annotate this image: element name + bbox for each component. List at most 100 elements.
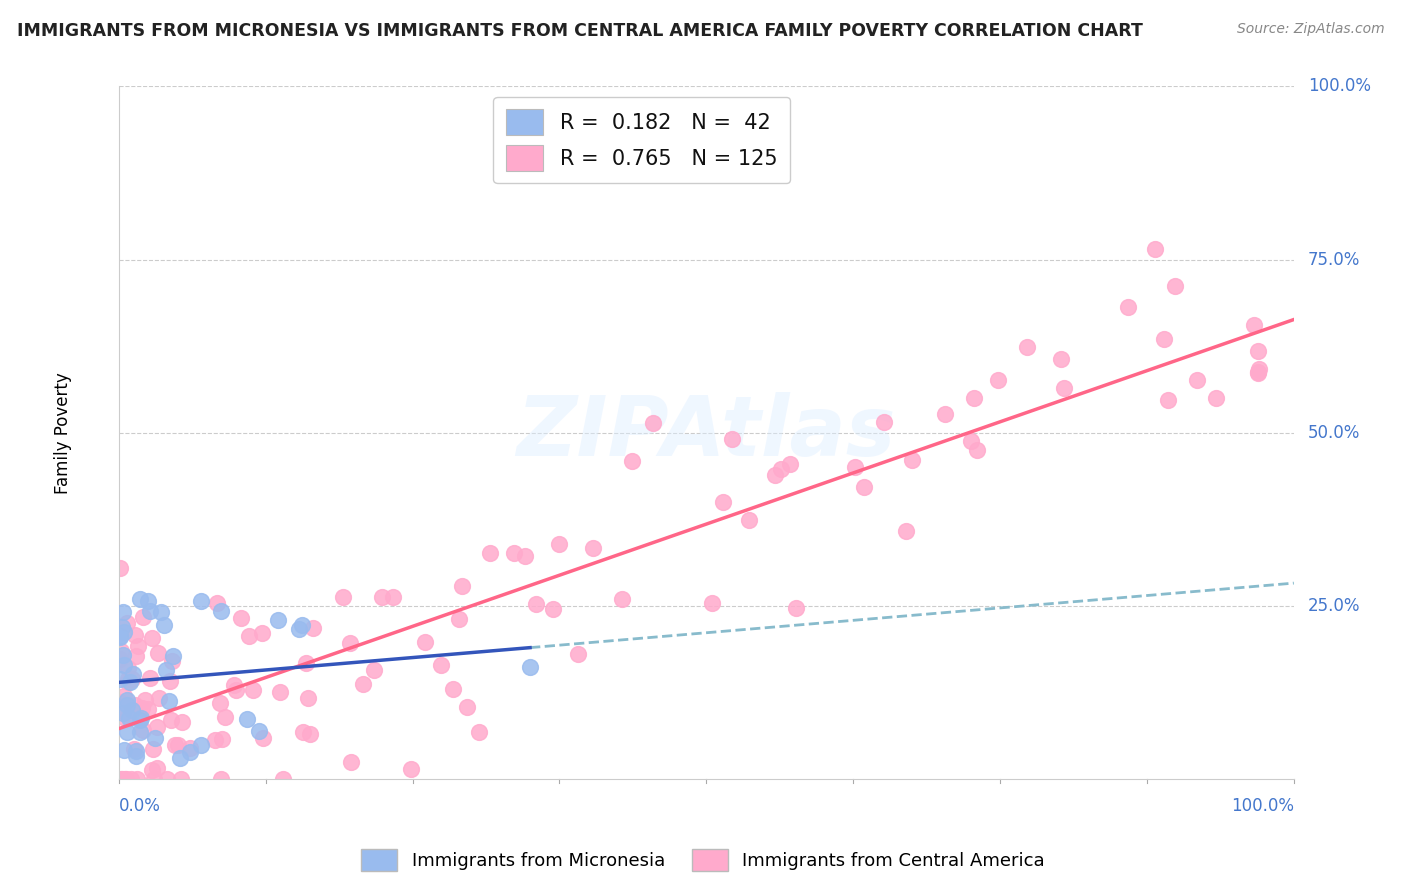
- Point: [1243, 318, 1265, 333]
- Point: [162, 649, 184, 664]
- Point: [115, 693, 138, 707]
- Point: [110, 651, 132, 665]
- Point: [299, 727, 322, 741]
- Point: [169, 751, 191, 765]
- Point: [1247, 364, 1270, 378]
- Point: [118, 675, 141, 690]
- Point: [148, 691, 170, 706]
- Point: [157, 693, 180, 707]
- Point: [447, 612, 470, 626]
- Point: [112, 624, 135, 639]
- Point: [332, 590, 354, 604]
- Point: [247, 724, 270, 739]
- Point: [266, 614, 288, 628]
- Point: [966, 442, 988, 457]
- Point: [844, 459, 866, 474]
- Point: [209, 604, 232, 618]
- Point: [122, 742, 145, 756]
- Point: [297, 691, 319, 706]
- Point: [430, 658, 453, 673]
- Point: [115, 698, 138, 713]
- Point: [155, 663, 177, 677]
- Point: [1116, 300, 1139, 314]
- Point: [138, 672, 160, 686]
- Point: [236, 712, 259, 726]
- Point: [401, 762, 423, 776]
- Point: [451, 580, 474, 594]
- Point: [269, 685, 291, 699]
- Text: 100.0%: 100.0%: [1230, 797, 1294, 814]
- Point: [1187, 373, 1209, 387]
- Point: [117, 661, 139, 675]
- Point: [118, 711, 141, 725]
- Point: [111, 710, 134, 724]
- Point: [1164, 278, 1187, 293]
- Point: [963, 391, 986, 405]
- Text: 75.0%: 75.0%: [1308, 251, 1361, 268]
- Point: [111, 772, 134, 786]
- Point: [112, 689, 135, 703]
- Point: [238, 629, 260, 643]
- Point: [129, 713, 152, 727]
- Point: [143, 731, 166, 746]
- Point: [209, 696, 232, 710]
- Point: [110, 644, 132, 658]
- Point: [363, 663, 385, 677]
- Legend: R =  0.182   N =  42, R =  0.765   N = 125: R = 0.182 N = 42, R = 0.765 N = 125: [494, 97, 790, 183]
- Point: [120, 772, 142, 786]
- Point: [114, 772, 136, 786]
- Point: [131, 610, 153, 624]
- Point: [159, 674, 181, 689]
- Point: [231, 611, 253, 625]
- Text: 100.0%: 100.0%: [1308, 78, 1371, 95]
- Point: [117, 673, 139, 687]
- Point: [127, 639, 149, 653]
- Point: [117, 725, 139, 739]
- Point: [222, 677, 245, 691]
- Point: [190, 593, 212, 607]
- Point: [295, 656, 318, 670]
- Point: [136, 702, 159, 716]
- Point: [302, 621, 325, 635]
- Point: [117, 675, 139, 690]
- Text: 0.0%: 0.0%: [118, 797, 160, 814]
- Point: [125, 772, 148, 786]
- Point: [211, 731, 233, 746]
- Point: [146, 720, 169, 734]
- Point: [352, 677, 374, 691]
- Point: [610, 592, 633, 607]
- Text: 50.0%: 50.0%: [1308, 424, 1361, 442]
- Point: [170, 772, 193, 786]
- Point: [112, 743, 135, 757]
- Point: [124, 698, 146, 712]
- Point: [207, 596, 229, 610]
- Point: [108, 630, 131, 644]
- Point: [108, 672, 131, 686]
- Point: [110, 772, 132, 786]
- Point: [513, 549, 536, 564]
- Point: [125, 744, 148, 758]
- Point: [1153, 332, 1175, 346]
- Point: [129, 711, 152, 725]
- Point: [290, 618, 312, 632]
- Point: [179, 740, 201, 755]
- Point: [190, 738, 212, 752]
- Point: [163, 738, 186, 752]
- Point: [1050, 351, 1073, 366]
- Point: [987, 373, 1010, 387]
- Point: [700, 596, 723, 610]
- Point: [128, 592, 150, 607]
- Point: [721, 432, 744, 446]
- Point: [524, 597, 547, 611]
- Point: [1247, 362, 1270, 376]
- Point: [785, 601, 807, 615]
- Point: [121, 703, 143, 717]
- Point: [142, 742, 165, 756]
- Point: [541, 601, 564, 615]
- Point: [381, 591, 404, 605]
- Point: [441, 682, 464, 697]
- Point: [112, 605, 135, 619]
- Point: [852, 480, 875, 494]
- Point: [204, 733, 226, 747]
- Point: [170, 715, 193, 730]
